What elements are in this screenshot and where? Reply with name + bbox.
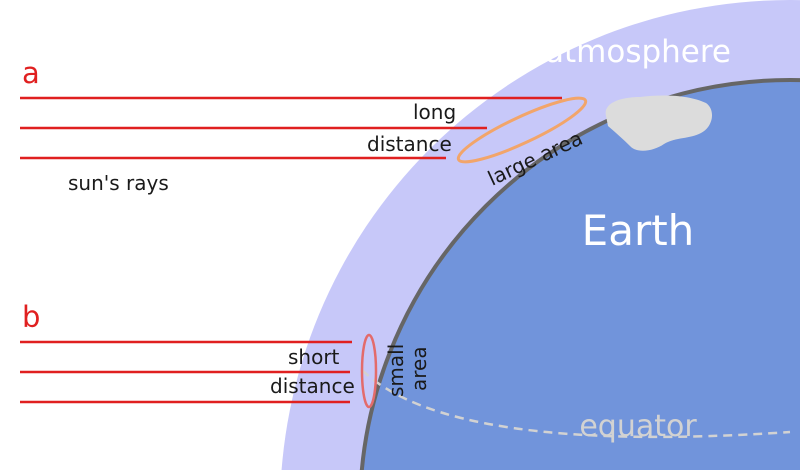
long-label: long [413,100,456,124]
earth [359,78,800,470]
sun-rays-label: sun's rays [68,171,169,195]
case-b-label: b [22,300,40,334]
long-distance-label: distance [367,132,452,156]
small-label: small [384,344,408,397]
small-area-outline [360,333,378,409]
large-area-outline [456,96,588,164]
earth-label: Earth [582,206,695,255]
small-area-label: area [407,346,431,391]
short-distance-label: distance [270,374,355,398]
rays-group-a [20,96,562,160]
equator-label: equator [579,409,697,444]
atmosphere-label: atmosphere [545,34,731,70]
equator-line [361,369,791,439]
short-label: short [288,345,340,369]
polar-ice-cap [605,95,713,151]
rays-group-b [20,340,352,404]
case-a-label: a [22,56,40,90]
